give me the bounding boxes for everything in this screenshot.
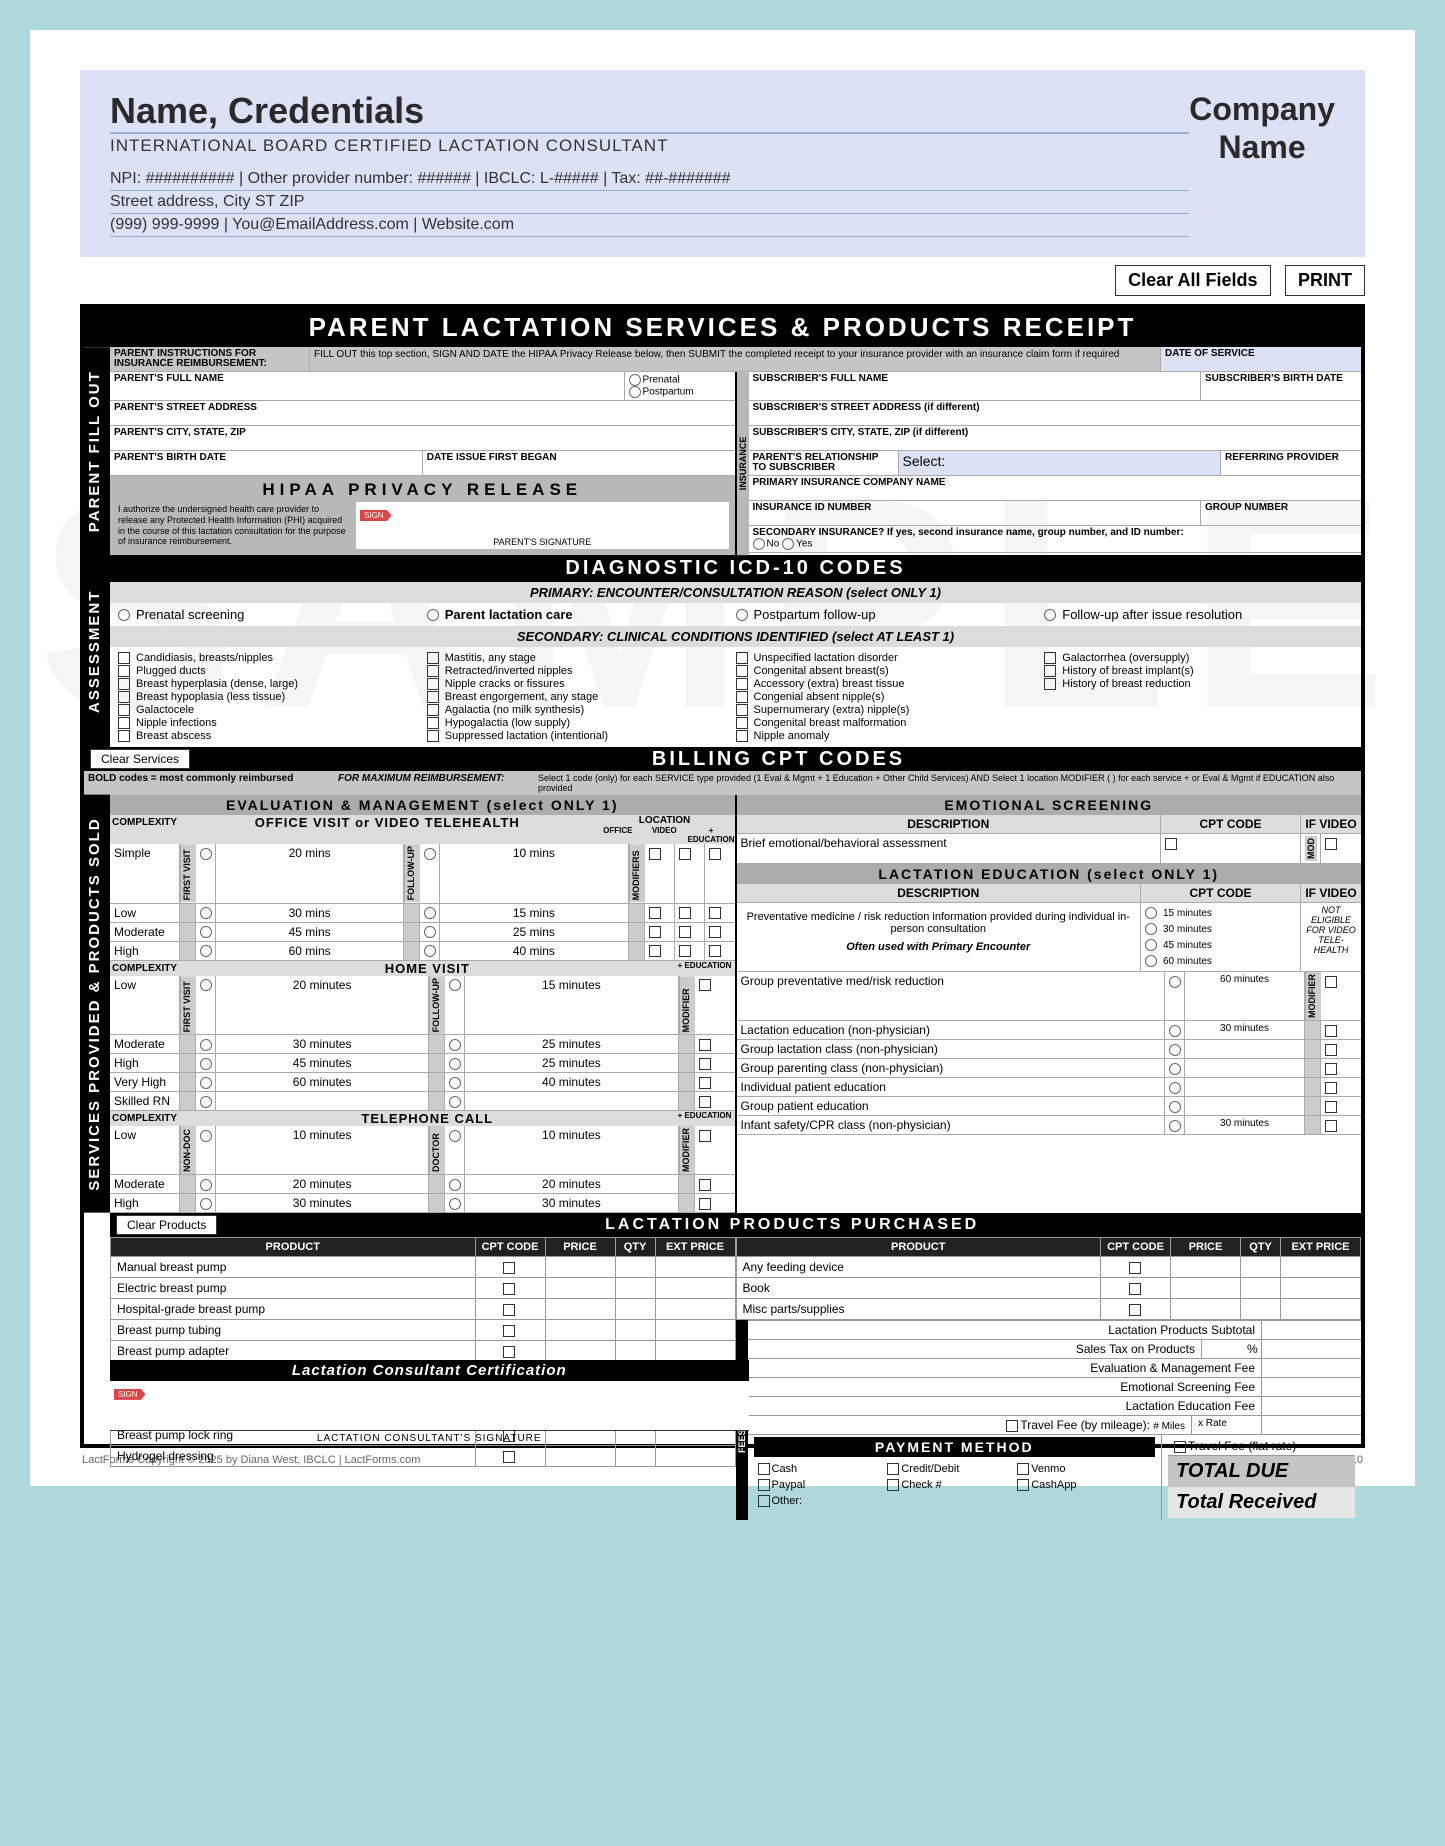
secondary-yes-radio[interactable] bbox=[782, 538, 794, 550]
sign-here-icon: SIGN bbox=[360, 510, 392, 521]
company-name: Company Name bbox=[1189, 90, 1335, 167]
side-assessment: ASSESSMENT bbox=[84, 555, 110, 747]
postpartum-radio[interactable] bbox=[629, 386, 641, 398]
side-parent-fill: PARENT FILL OUT bbox=[84, 347, 110, 555]
clear-products-button[interactable]: Clear Products bbox=[116, 1215, 217, 1235]
print-button[interactable]: PRINT bbox=[1285, 265, 1365, 296]
side-services: SERVICES PROVIDED & PRODUCTS SOLD bbox=[84, 795, 110, 1213]
provider-name: Name, Credentials bbox=[110, 90, 1189, 134]
address-line: Street address, City ST ZIP bbox=[110, 191, 1189, 214]
secondary-no-radio[interactable] bbox=[753, 538, 765, 550]
relationship-select[interactable]: Select: bbox=[899, 451, 1222, 475]
prenatal-radio[interactable] bbox=[629, 374, 641, 386]
provider-cert: INTERNATIONAL BOARD CERTIFIED LACTATION … bbox=[110, 136, 1189, 156]
npi-line: NPI: ########## | Other provider number:… bbox=[110, 168, 1189, 191]
clear-all-button[interactable]: Clear All Fields bbox=[1115, 265, 1270, 296]
contact-line: (999) 999-9999 | You@EmailAddress.com | … bbox=[110, 214, 1189, 237]
sign-here-icon: SIGN bbox=[114, 1389, 146, 1400]
header: Name, Credentials INTERNATIONAL BOARD CE… bbox=[80, 70, 1365, 257]
side-insurance: INSURANCE bbox=[737, 372, 749, 555]
icd-primary-row: Prenatal screening Parent lactation care… bbox=[110, 603, 1361, 626]
form-title: PARENT LACTATION SERVICES & PRODUCTS REC… bbox=[84, 308, 1361, 347]
clear-services-button[interactable]: Clear Services bbox=[90, 749, 190, 769]
